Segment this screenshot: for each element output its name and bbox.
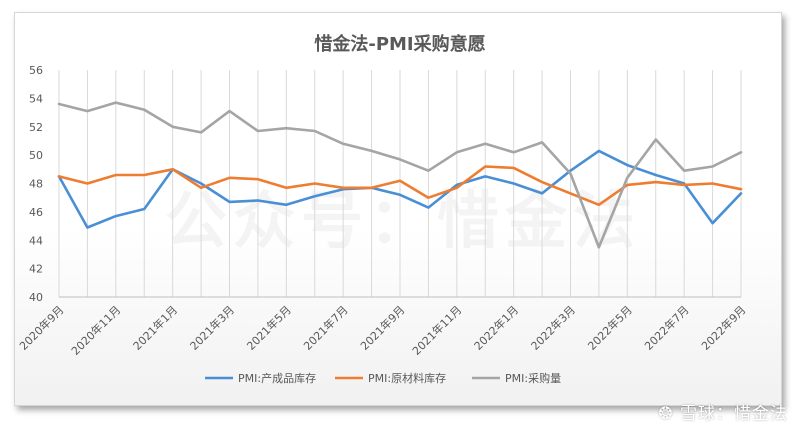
y-tick-label: 40 (29, 291, 43, 304)
x-tick-label: 2022年1月 (471, 303, 521, 353)
x-tick-label: 2021年9月 (357, 303, 407, 353)
y-tick-label: 48 (29, 178, 43, 191)
y-tick-label: 52 (29, 121, 43, 134)
x-tick-label: 2022年5月 (585, 303, 635, 353)
x-tick-label: 2021年5月 (244, 303, 294, 353)
x-tick-label: 2021年11月 (409, 303, 464, 358)
chart-title: 惜金法-PMI采购意愿 (314, 34, 486, 55)
x-tick-label: 2020年9月 (16, 303, 66, 353)
legend-label-2: PMI:原材料库存 (368, 371, 446, 385)
x-tick-label: 2021年3月 (187, 303, 237, 353)
legend-label-3: PMI:采购量 (505, 371, 561, 385)
x-tick-label: 2022年7月 (642, 303, 692, 353)
y-tick-label: 50 (29, 149, 43, 162)
y-tick-label: 42 (29, 263, 43, 276)
x-tick-label: 2022年9月 (698, 303, 748, 353)
y-tick-label: 46 (29, 206, 43, 219)
watermark-logo-icon: ❂ (658, 404, 680, 424)
xueqiu-watermark: ❂ 雪球：惜金法 (658, 399, 788, 424)
x-tick-label: 2022年3月 (528, 303, 578, 353)
series-line-2 (57, 165, 743, 207)
series-line-3 (57, 101, 743, 249)
x-tick-label: 2021年1月 (130, 303, 180, 353)
x-tick-label: 2021年7月 (301, 303, 351, 353)
y-tick-label: 54 (29, 92, 43, 105)
y-tick-label: 56 (29, 64, 43, 77)
y-tick-label: 44 (29, 234, 43, 247)
corner-watermark-text: 雪球：惜金法 (680, 404, 788, 424)
x-tick-label: 2020年11月 (68, 303, 123, 358)
legend-label-1: PMI:产成品库存 (238, 371, 316, 385)
